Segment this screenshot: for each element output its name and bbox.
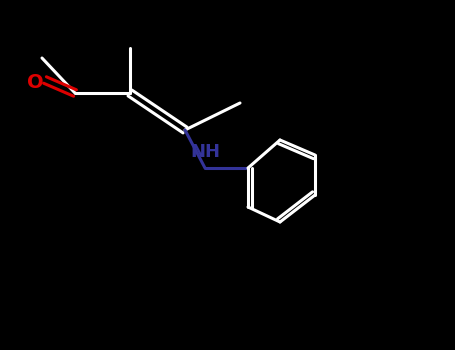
Text: NH: NH (190, 143, 220, 161)
Text: O: O (27, 72, 43, 91)
